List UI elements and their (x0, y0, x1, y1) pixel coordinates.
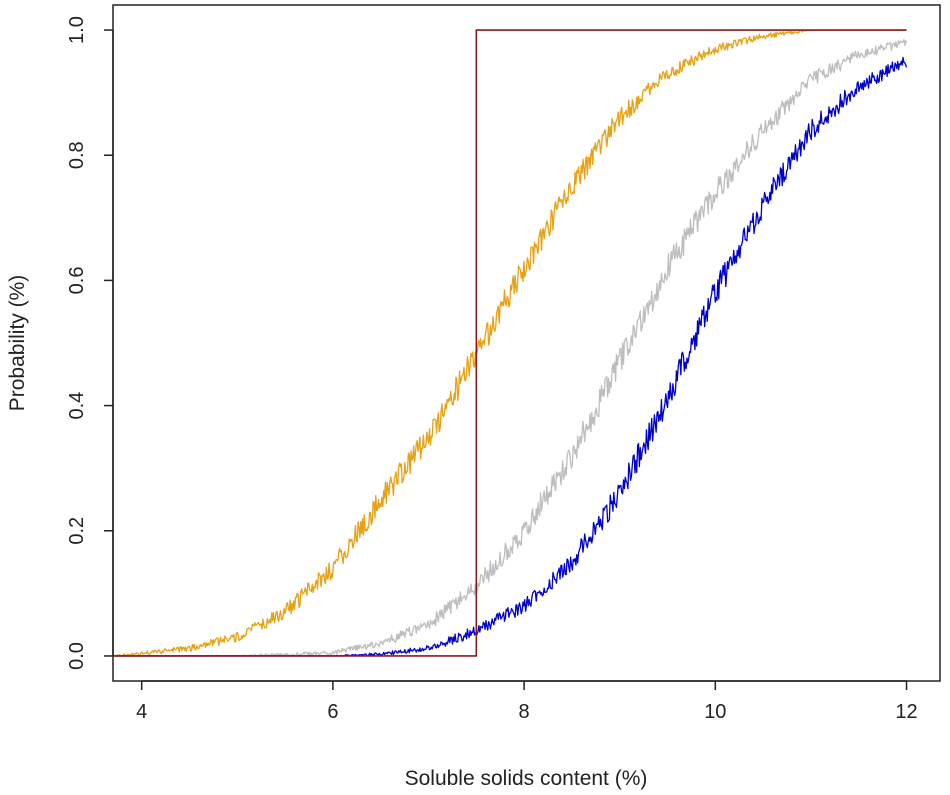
plot-box (112, 4, 941, 682)
y-axis: 0.0 0.2 0.4 0.6 0.8 1.0 (66, 16, 114, 670)
x-tick-label: 6 (327, 701, 338, 723)
series-line-0 (113, 29, 907, 657)
x-axis-title: Soluble solids content (%) (405, 767, 648, 790)
x-axis: 4 6 8 10 12 (136, 680, 918, 723)
y-tick-label: 0.4 (66, 392, 88, 420)
y-tick-label: 0.0 (66, 642, 88, 670)
series-line-2 (113, 38, 908, 657)
y-tick-label: 0.2 (66, 517, 88, 545)
y-tick-label: 0.8 (66, 141, 88, 169)
x-tick-label: 8 (519, 701, 530, 723)
y-tick-label: 1.0 (66, 16, 88, 44)
series-line-3 (113, 56, 908, 657)
x-tick-label: 12 (895, 701, 917, 723)
x-tick-label: 10 (704, 701, 726, 723)
series-line-1 (112, 29, 907, 657)
y-axis-title: Probability (%) (6, 275, 29, 412)
y-tick-label: 0.6 (66, 267, 88, 295)
x-tick-label: 4 (136, 701, 147, 723)
series-layer (112, 29, 908, 657)
